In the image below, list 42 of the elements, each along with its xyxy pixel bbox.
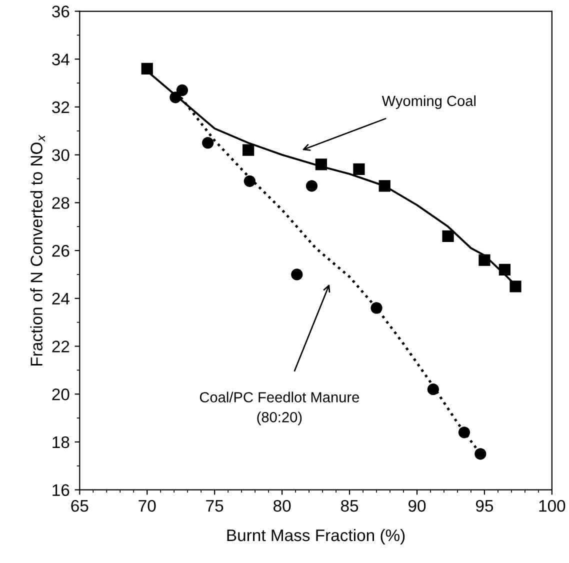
x-axis-title: Burnt Mass Fraction (%) [227,528,405,544]
x-tick-label: 70 [138,500,156,512]
point [242,144,254,156]
y-tick-label: 16 [52,484,70,496]
y-tick-label: 18 [52,436,70,448]
point [306,180,318,192]
x-tick-label: 85 [340,500,358,512]
annotation: Wyoming Coal [382,95,476,109]
point [498,264,511,276]
point [378,180,390,192]
y-tick-label: 20 [52,388,70,400]
y-axis-title: Fraction of N Converted to NO$_{x}$ [30,134,46,366]
point [474,448,486,460]
y-tick-label: 36 [52,6,70,18]
point [202,137,214,149]
point [176,84,188,96]
y-tick-label: 22 [52,340,70,352]
y-tick-label: 30 [52,149,70,162]
x-tick-label: 80 [274,500,291,512]
point [458,426,470,438]
y-tick-label: 26 [52,244,70,257]
point [315,158,328,170]
point [141,62,153,74]
point [427,384,439,396]
point [170,92,182,104]
x-tick-label: 95 [476,500,494,512]
annotation: Coal/PC Feedlot Manure (80:20) [200,392,360,426]
x-tick-label: 90 [408,500,426,512]
x-tick-label: 75 [206,500,224,512]
point [478,254,490,266]
y-tick-label: 32 [52,101,70,114]
x-tick-label: 65 [71,500,88,512]
point [353,163,365,175]
y-tick-label: 28 [52,197,70,209]
point [442,230,454,242]
x-tick-label: 100 [539,500,566,512]
y-tick-label: 34 [52,54,70,66]
point [244,175,256,187]
point [370,302,382,314]
point [291,268,303,280]
y-tick-label: 24 [52,292,70,304]
point [510,280,522,292]
